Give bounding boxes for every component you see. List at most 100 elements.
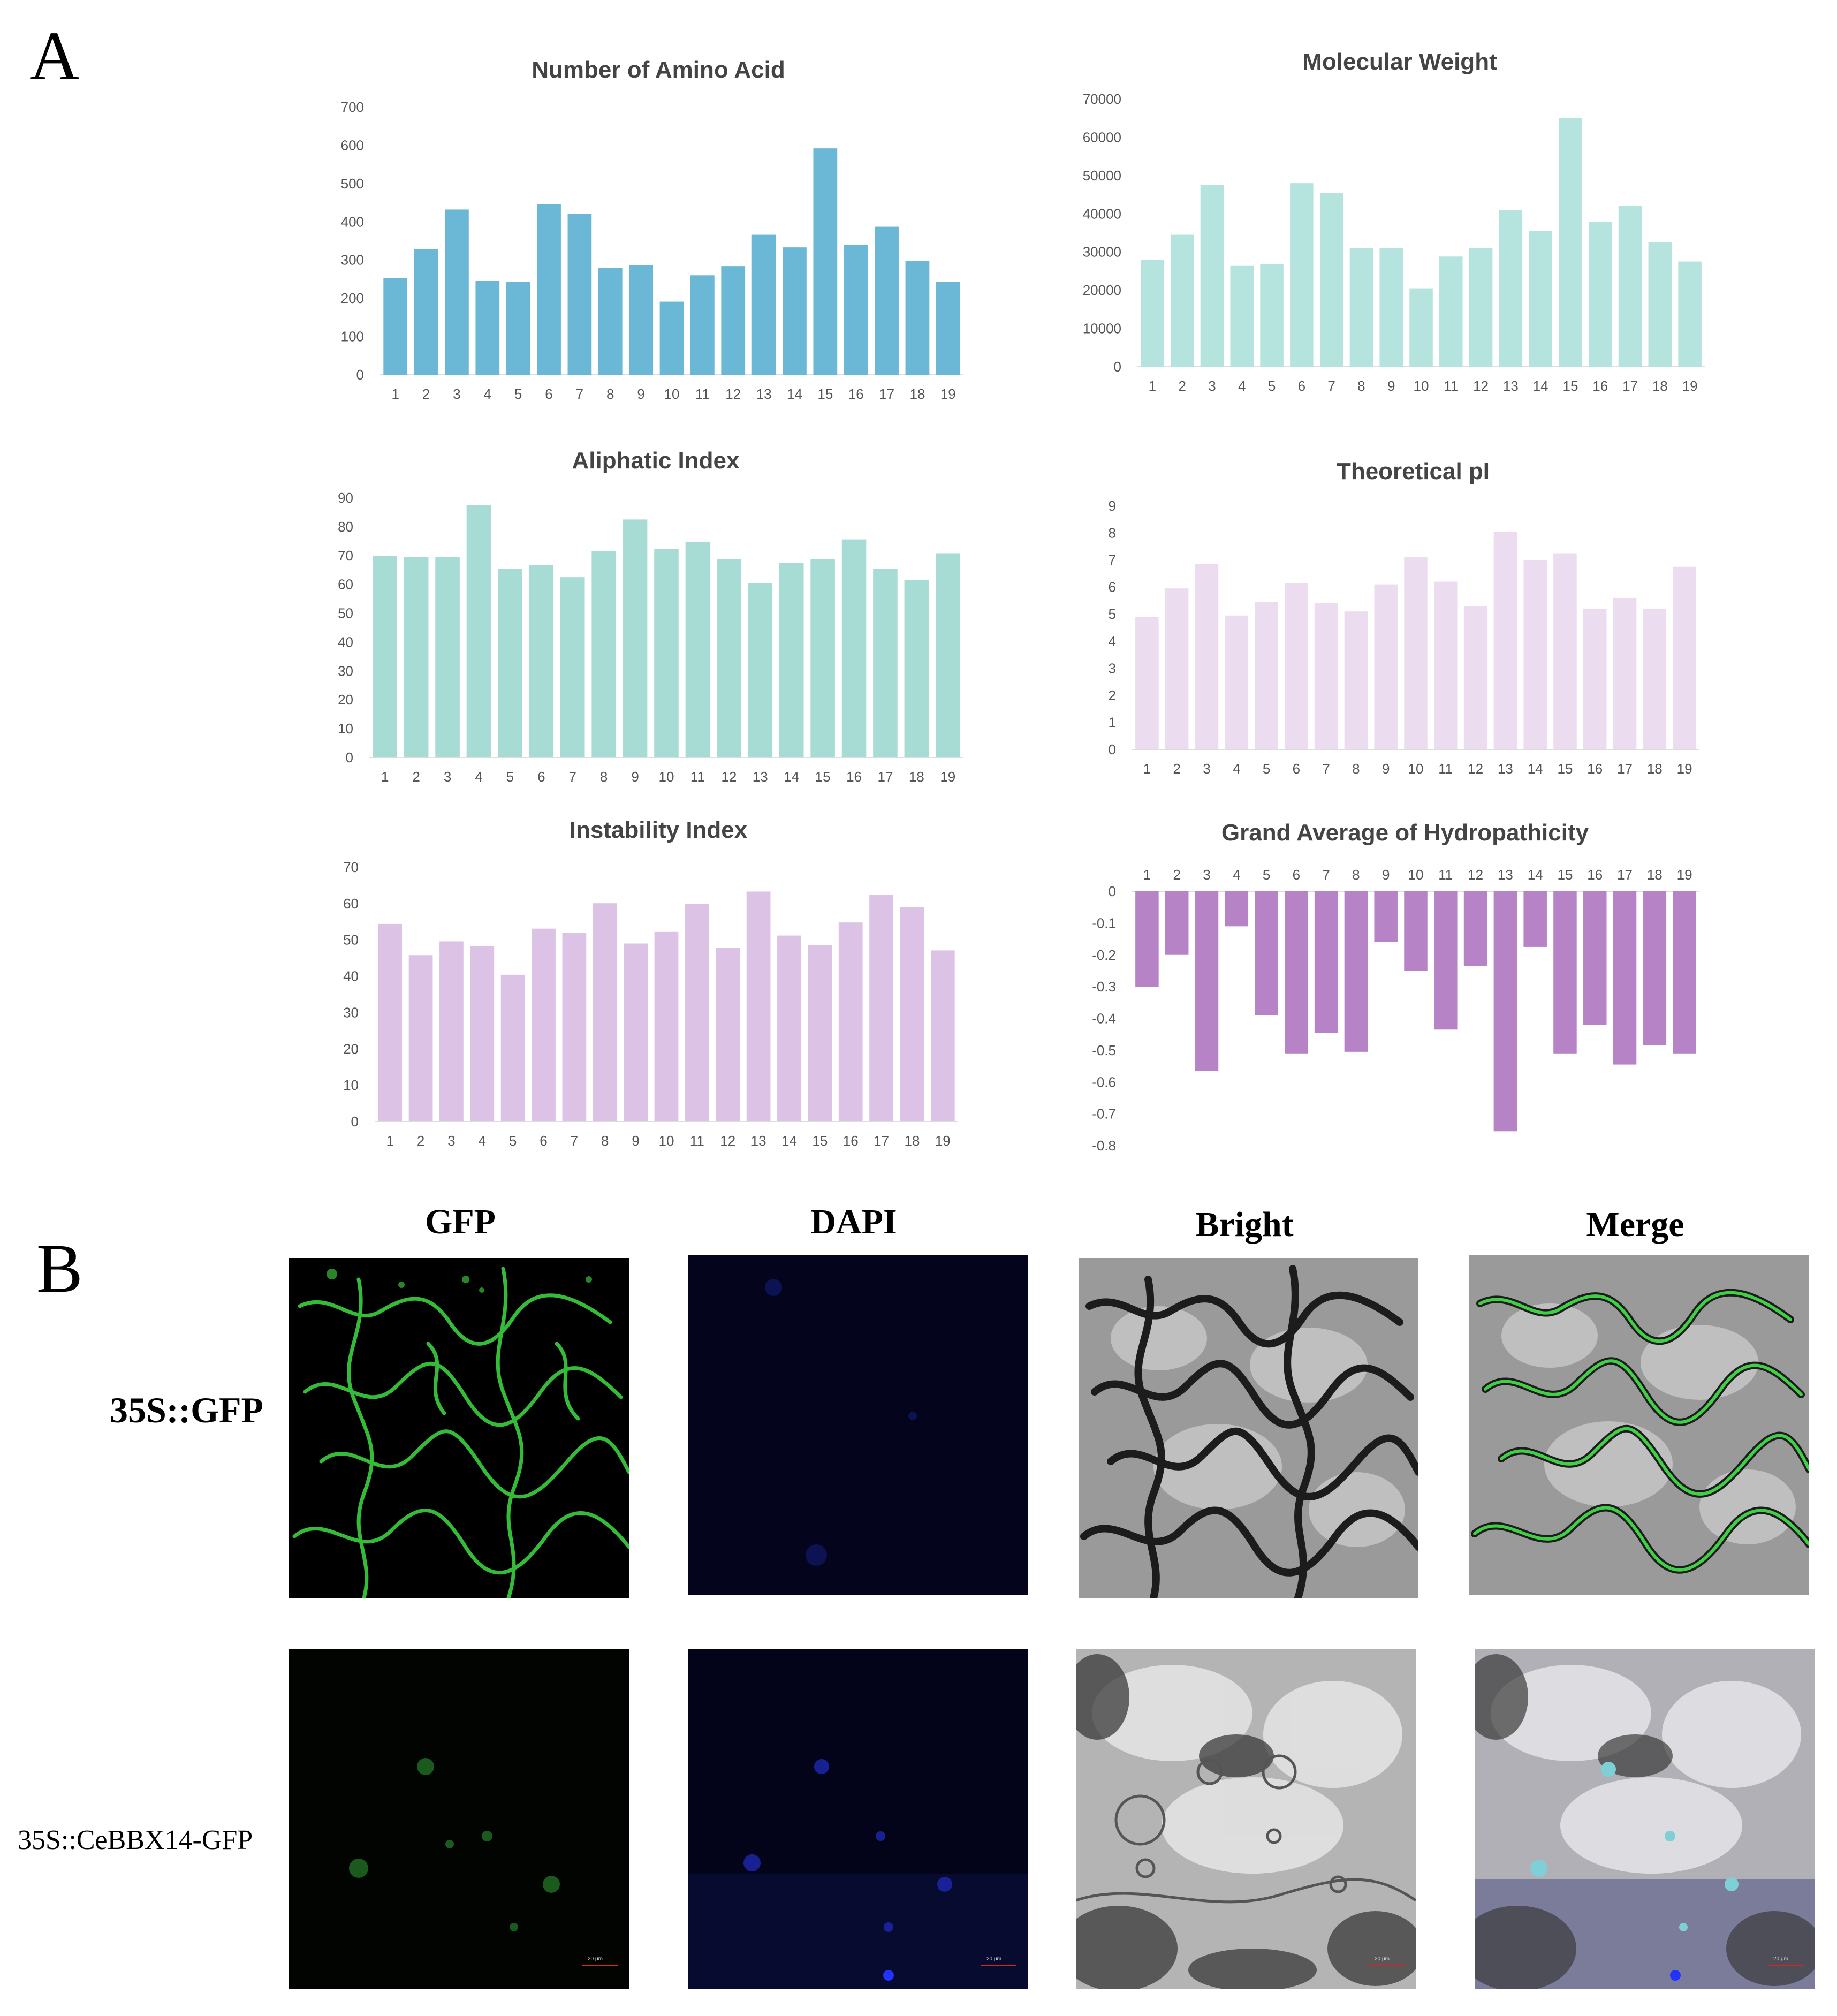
x-tick-label: 15 [815, 769, 831, 785]
x-tick-label: 1 [1143, 761, 1151, 777]
x-tick-label: 17 [874, 1133, 889, 1149]
bar [869, 895, 893, 1121]
bar [1523, 560, 1547, 749]
x-tick-label: 14 [781, 1133, 797, 1149]
bar [1135, 891, 1159, 987]
bar [1314, 603, 1338, 749]
x-tick-label: 13 [756, 386, 772, 402]
y-tick-label: 0 [1109, 883, 1116, 899]
panel-a-label: A [29, 18, 80, 95]
x-tick-label: 14 [1533, 378, 1548, 394]
dapi-image-35s-cebbx14-gfp: 20 μm [688, 1649, 1028, 1989]
bar [445, 209, 469, 375]
x-tick-label: 11 [690, 769, 705, 785]
grand-average-of-hydropathicity-title: Grand Average of Hydropathicity [1221, 820, 1589, 846]
y-tick-label: 70 [338, 548, 353, 564]
y-tick-label: 1 [1109, 714, 1116, 730]
bar [532, 928, 556, 1121]
x-tick-label: 3 [444, 769, 451, 785]
y-tick-label: 50000 [1083, 168, 1121, 184]
bar [930, 950, 955, 1121]
y-tick-label: -0.2 [1092, 947, 1116, 963]
x-tick-label: 3 [1203, 761, 1210, 777]
bar [1613, 891, 1637, 1065]
bar [1463, 606, 1487, 749]
bar [408, 955, 433, 1121]
bar [1588, 222, 1612, 367]
x-tick-label: 1 [381, 769, 389, 785]
x-tick-label: 16 [1587, 867, 1603, 883]
y-tick-label: 0 [346, 749, 353, 766]
x-tick-label: 16 [1587, 761, 1603, 777]
x-tick-label: 14 [784, 769, 799, 785]
bar [1648, 242, 1672, 367]
scale-bar-label: 20 μm [588, 1956, 603, 1962]
x-tick-label: 2 [1173, 867, 1180, 883]
aliphatic-index-title: Aliphatic Index [572, 448, 740, 474]
bar [1165, 891, 1189, 955]
merge-image-35s-cebbx14-gfp: 20 μm [1475, 1649, 1815, 1989]
bar [1404, 891, 1428, 971]
bar [783, 247, 807, 375]
y-tick-label: 40 [338, 634, 353, 650]
x-tick-label: 10 [1408, 761, 1424, 777]
x-tick-label: 7 [576, 386, 583, 402]
bar [1344, 611, 1368, 749]
bright-image-35s-gfp [1079, 1258, 1418, 1598]
bar [1643, 891, 1667, 1045]
x-tick-label: 12 [1468, 867, 1483, 883]
y-tick-label: 7 [1109, 552, 1116, 568]
column-label-bright: Bright [1195, 1205, 1294, 1244]
bar [685, 541, 710, 757]
x-tick-label: 10 [1414, 378, 1429, 394]
x-tick-label: 10 [659, 769, 674, 785]
y-tick-label: 10 [343, 1077, 359, 1093]
x-tick-label: 10 [1408, 867, 1424, 883]
bar [1404, 557, 1428, 749]
bright-image-35s-cebbx14-gfp: 20 μm [1076, 1649, 1416, 1989]
x-tick-label: 2 [412, 769, 420, 785]
row-label-35s-cebbx14-gfp: 35S::CeBBX14-GFP [18, 1825, 253, 1855]
scale-bar [582, 1965, 618, 1966]
x-tick-label: 19 [935, 1133, 951, 1149]
bar [1344, 891, 1368, 1052]
bar [500, 974, 525, 1121]
x-tick-label: 3 [453, 386, 460, 402]
instability-index-title: Instability Index [570, 817, 748, 843]
x-tick-label: 9 [632, 1133, 639, 1149]
y-tick-label: 40 [343, 968, 359, 984]
y-tick-label: 2 [1109, 687, 1116, 703]
x-tick-label: 2 [1178, 378, 1186, 394]
x-tick-label: 5 [506, 769, 514, 785]
x-tick-label: 7 [1327, 378, 1335, 394]
bar [875, 226, 899, 375]
bar [838, 922, 863, 1121]
x-tick-label: 17 [879, 386, 894, 402]
x-tick-label: 3 [1203, 867, 1210, 883]
x-tick-label: 17 [1617, 761, 1633, 777]
bar [748, 582, 773, 757]
bar [813, 148, 838, 375]
y-tick-label: 60 [343, 896, 359, 912]
y-tick-label: 90 [338, 490, 353, 506]
y-tick-label: 0 [1109, 741, 1116, 757]
x-tick-label: 15 [1557, 761, 1573, 777]
x-tick-label: 17 [1617, 867, 1633, 883]
y-tick-label: 6 [1109, 579, 1116, 595]
bar [1255, 891, 1278, 1015]
x-tick-label: 6 [1293, 867, 1300, 883]
bar [623, 519, 648, 757]
x-tick-label: 8 [606, 386, 614, 402]
x-tick-label: 13 [1498, 867, 1513, 883]
y-tick-label: 4 [1109, 633, 1116, 649]
y-tick-label: 10000 [1083, 321, 1121, 337]
y-tick-label: 20 [343, 1041, 359, 1057]
bar [779, 563, 804, 757]
bar [475, 281, 500, 375]
scale-bar-label: 20 μm [1773, 1956, 1788, 1962]
x-tick-label: 8 [1352, 867, 1360, 883]
x-tick-label: 2 [1173, 761, 1180, 777]
x-tick-label: 15 [1562, 378, 1578, 394]
bar [1230, 265, 1254, 367]
